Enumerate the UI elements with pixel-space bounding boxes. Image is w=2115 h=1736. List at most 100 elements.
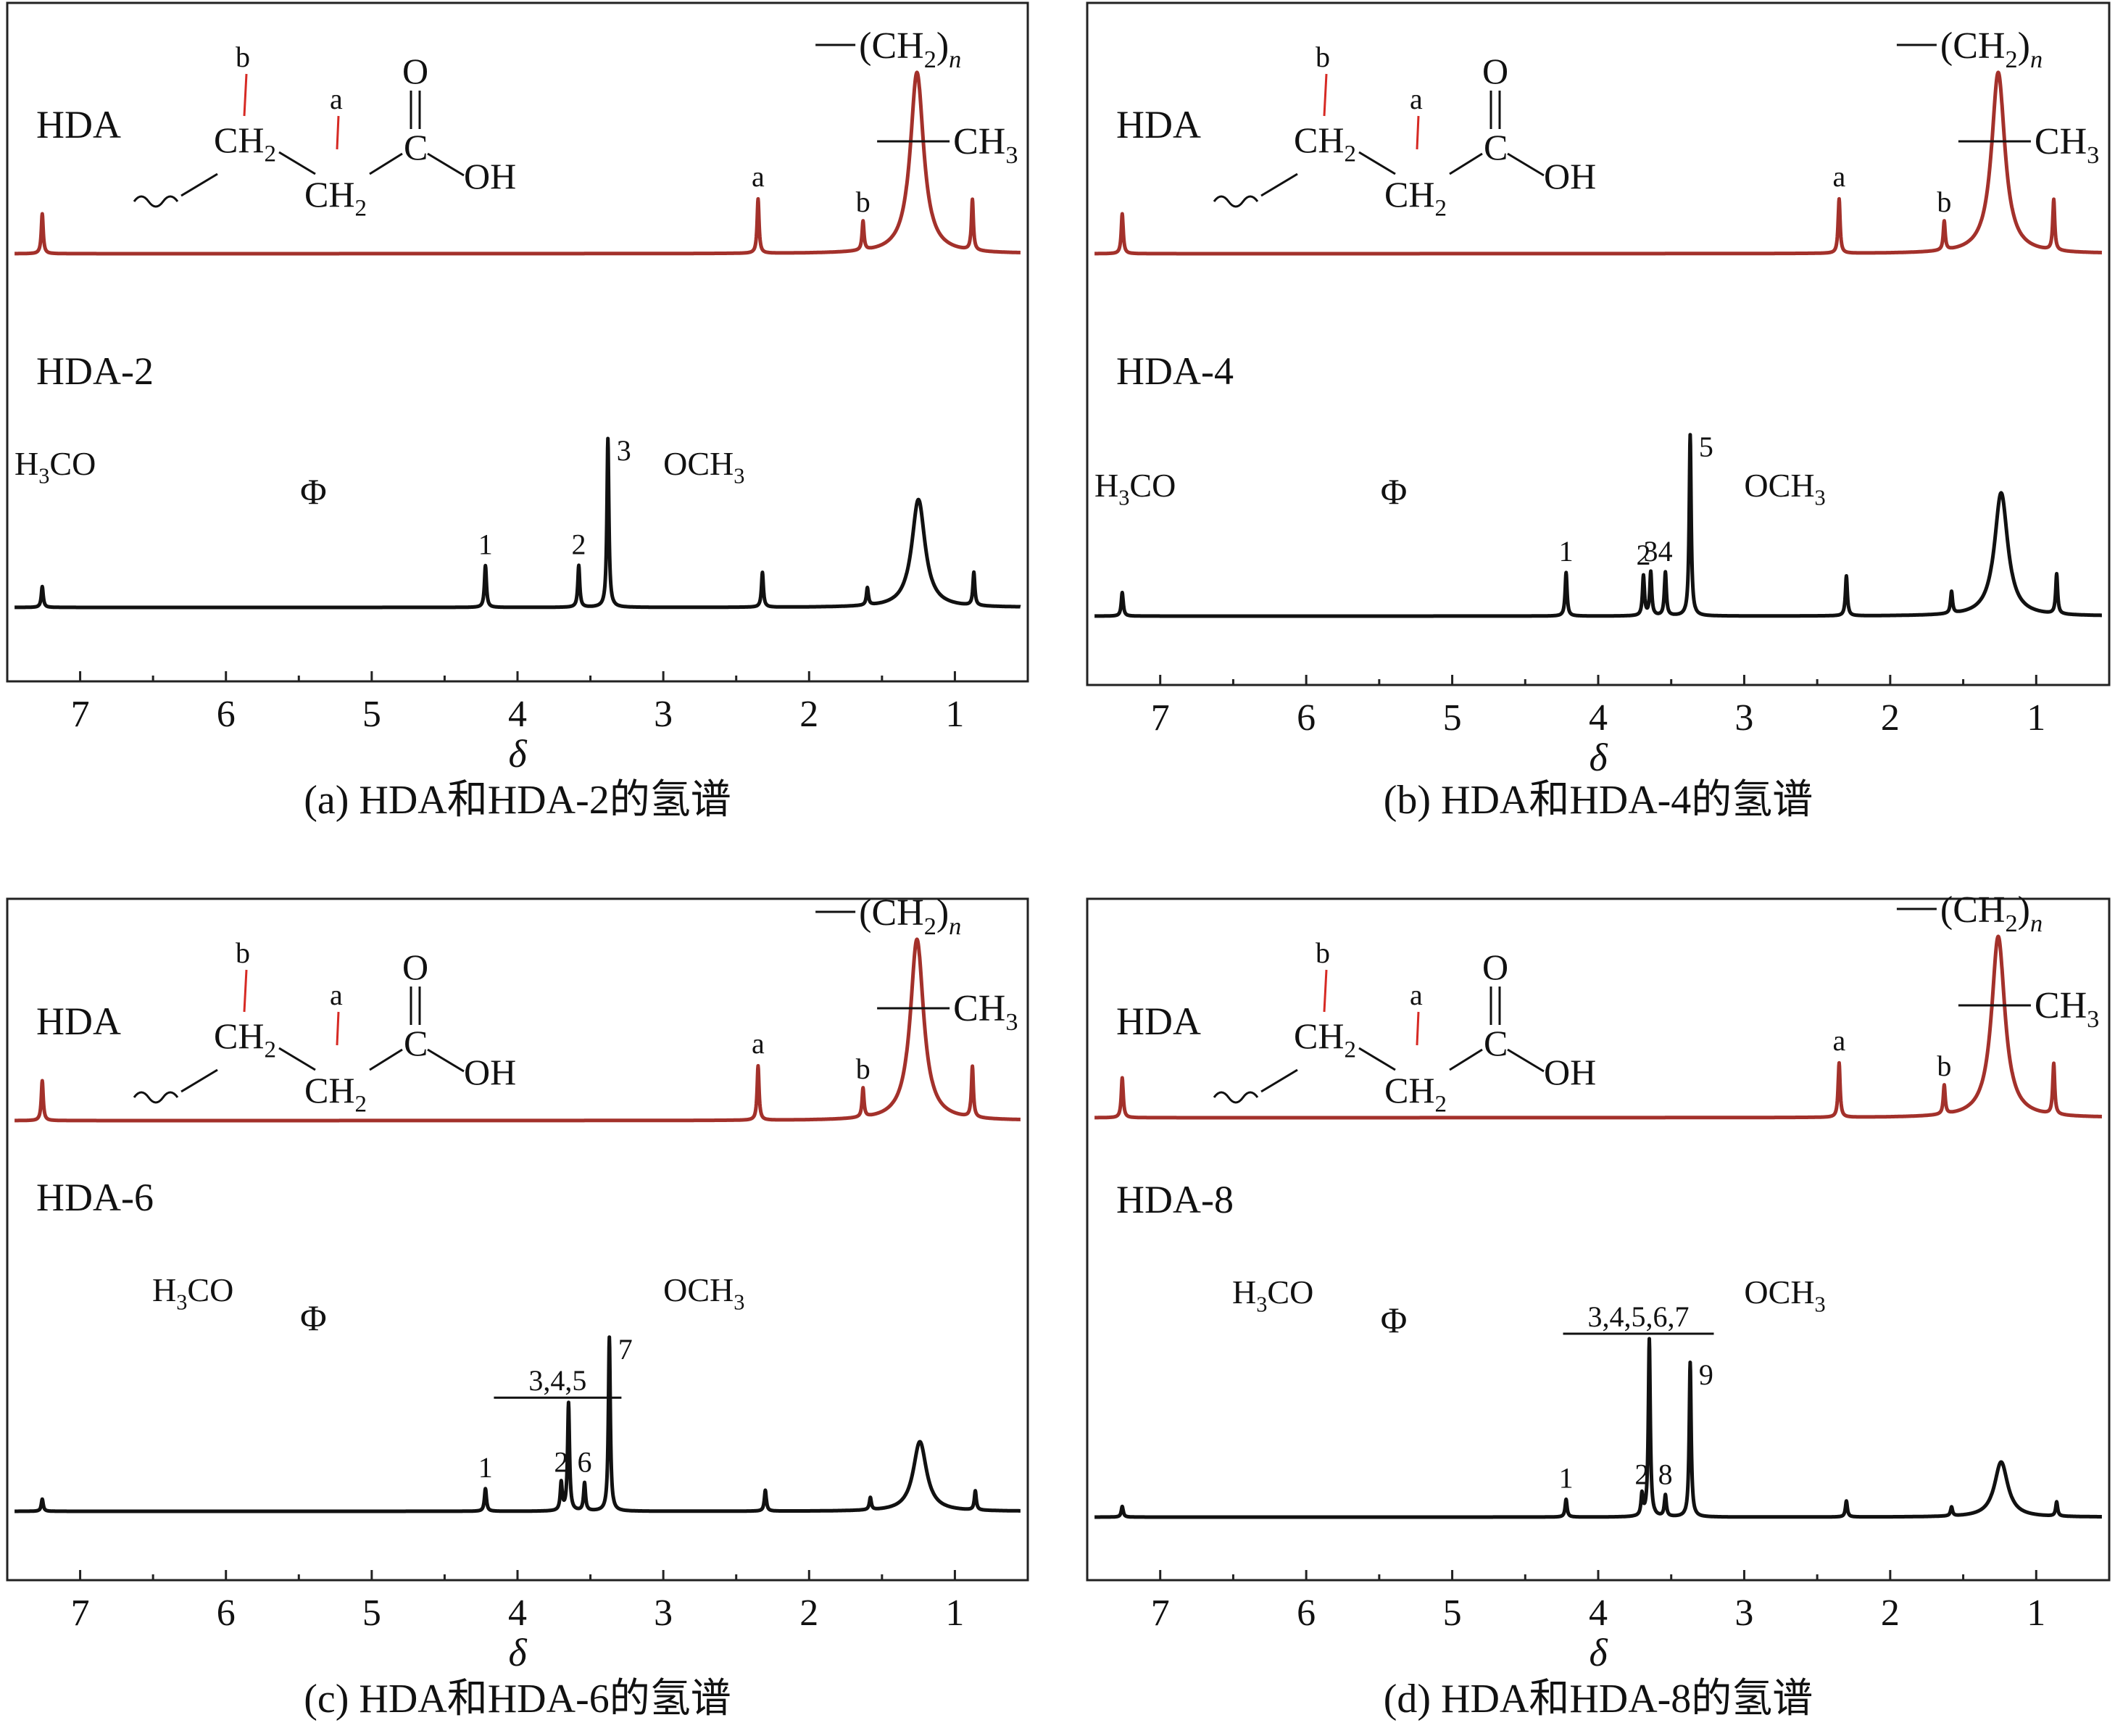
bond-3 xyxy=(369,1048,403,1071)
series-name-sample: HDA-8 xyxy=(1116,1178,1234,1221)
struct-label-b: b xyxy=(1316,41,1330,73)
carbonyl-o: O xyxy=(402,947,428,987)
marker-a xyxy=(336,115,340,150)
phenylene-phi: Φ xyxy=(1381,1300,1408,1340)
carbonyl-o: O xyxy=(1482,51,1508,91)
bond-2 xyxy=(1358,151,1396,175)
hda-structure: CH2 CH2 CO OH b a xyxy=(133,41,516,222)
x-tick-label: 3 xyxy=(654,1592,673,1634)
wavy-bond xyxy=(1213,195,1259,208)
hydroxyl: OH xyxy=(464,1052,516,1092)
carbonyl-c: C xyxy=(404,1023,428,1063)
x-axis: 7 6 5 4 3 2 1 xyxy=(71,1570,964,1634)
peak-label-5: 4 xyxy=(1658,535,1673,568)
hda-spectrum-line xyxy=(1093,70,2103,256)
x-axis: 7 6 5 4 3 2 1 xyxy=(1151,1570,2045,1634)
ch2-b: CH2 xyxy=(1294,120,1356,167)
hda-structure: CH2 CH2 CO OH b a xyxy=(1213,936,1596,1118)
struct-label-a: a xyxy=(330,979,343,1011)
x-tick-label: 7 xyxy=(1151,1592,1170,1634)
panel-caption: (c) HDA和HDA-6的氢谱 xyxy=(304,1677,731,1722)
x-tick-label: 4 xyxy=(1589,1592,1608,1634)
peak-label-4: 3 xyxy=(1644,535,1658,568)
x-tick-label: 6 xyxy=(1297,697,1316,739)
carbonyl-o: O xyxy=(1482,947,1508,987)
ch3-label: CH3 xyxy=(953,988,1018,1036)
peak-label-2: 1 xyxy=(478,528,493,560)
ch2n-label: (CH2)n xyxy=(1940,25,2043,73)
panel-a: 7 6 5 4 3 2 1 δ(a) HDA和HDA-2的氢谱 HDA HDA-2 a b (CH2)n… xyxy=(6,1,1029,823)
bond-2 xyxy=(278,151,316,175)
sample-spectrum-line xyxy=(13,1335,1022,1513)
hydroxyl: OH xyxy=(1544,1052,1596,1092)
x-tick-label: 1 xyxy=(945,694,964,735)
plot-frame xyxy=(1086,1,2111,686)
bond-oh xyxy=(427,1048,465,1073)
x-tick-label: 3 xyxy=(1734,697,1753,739)
peak-label-5: 6 xyxy=(578,1446,592,1479)
x-tick-label: 7 xyxy=(1151,697,1170,739)
x-tick-label: 2 xyxy=(799,694,818,735)
peak-label-4: 3 xyxy=(617,434,631,467)
hydroxyl: OH xyxy=(464,156,516,196)
peak-label-6: 9 xyxy=(1699,1358,1713,1391)
struct-label-a: a xyxy=(1410,83,1423,115)
series-name-hda: HDA xyxy=(36,1000,121,1043)
marker-b xyxy=(1323,73,1328,117)
ch3-label: CH3 xyxy=(2035,985,2099,1033)
peak-label-4: 3,4,5 xyxy=(528,1364,586,1397)
peak-label-3: 2 xyxy=(1636,539,1650,571)
x-axis-label: δ xyxy=(508,732,527,776)
peak-label-2: 1 xyxy=(1559,1462,1574,1495)
peak-label-b: b xyxy=(1937,1050,1951,1082)
x-axis-label: δ xyxy=(508,1631,527,1674)
x-tick-label: 1 xyxy=(2027,697,2045,739)
ch2-a: CH2 xyxy=(1384,1070,1447,1118)
x-tick-label: 4 xyxy=(508,1592,527,1634)
x-tick-label: 5 xyxy=(1443,697,1462,739)
x-axis: 7 6 5 4 3 2 1 xyxy=(1151,675,2045,739)
methoxy-end: OCH3 xyxy=(663,445,744,489)
peak-label-4: 3,4,5,6,7 xyxy=(1588,1300,1690,1333)
sample-spectrum-line xyxy=(1093,433,2103,618)
x-tick-label: 5 xyxy=(1443,1592,1462,1634)
peak-label-2: 1 xyxy=(1559,535,1574,568)
hydroxyl: OH xyxy=(1544,156,1596,196)
x-axis: 7 6 5 4 3 2 1 xyxy=(71,671,964,735)
x-tick-label: 5 xyxy=(362,694,381,735)
struct-label-b: b xyxy=(1316,936,1330,969)
peak-label-3: 2 xyxy=(571,528,586,560)
struct-label-b: b xyxy=(236,936,250,969)
x-tick-label: 7 xyxy=(71,694,90,735)
methoxy-end: OCH3 xyxy=(1744,1274,1825,1317)
x-tick-label: 7 xyxy=(71,1592,90,1634)
x-tick-label: 6 xyxy=(217,1592,236,1634)
plot-frame xyxy=(1086,897,2111,1582)
series-name-hda: HDA xyxy=(36,103,121,146)
peak-label-a: a xyxy=(1832,160,1845,193)
ch2-b: CH2 xyxy=(214,1016,276,1063)
peak-label-b: b xyxy=(1937,186,1951,218)
ch2n-label: (CH2)n xyxy=(1940,889,2043,937)
x-tick-label: 4 xyxy=(1589,697,1608,739)
bond-1 xyxy=(180,173,218,197)
marker-a xyxy=(336,1011,340,1046)
panel-d: 7 6 5 4 3 2 1 δ(d) HDA和HDA-8的氢谱 HDA HDA-8 a b (CH2)n… xyxy=(1086,889,2111,1722)
sample-structure: H3CO OCH3 Φ xyxy=(1232,1274,1826,1340)
x-tick-label: 1 xyxy=(2027,1592,2045,1634)
peak-label-6: 7 xyxy=(618,1333,633,1366)
series-name-hda: HDA xyxy=(1116,103,1201,146)
series-name-hda: HDA xyxy=(1116,1000,1201,1043)
ch2-a: CH2 xyxy=(1384,174,1447,222)
panel-caption: (d) HDA和HDA-8的氢谱 xyxy=(1384,1677,1813,1722)
peak-label-a: a xyxy=(752,160,765,193)
x-tick-label: 4 xyxy=(508,694,527,735)
panel-caption: (b) HDA和HDA-4的氢谱 xyxy=(1384,778,1813,823)
plot-frame xyxy=(6,1,1029,683)
hda-spectrum-line xyxy=(13,70,1022,256)
ch2-b: CH2 xyxy=(1294,1016,1356,1063)
x-tick-label: 1 xyxy=(945,1592,964,1634)
x-tick-label: 3 xyxy=(654,694,673,735)
phenylene-phi: Φ xyxy=(300,471,327,512)
